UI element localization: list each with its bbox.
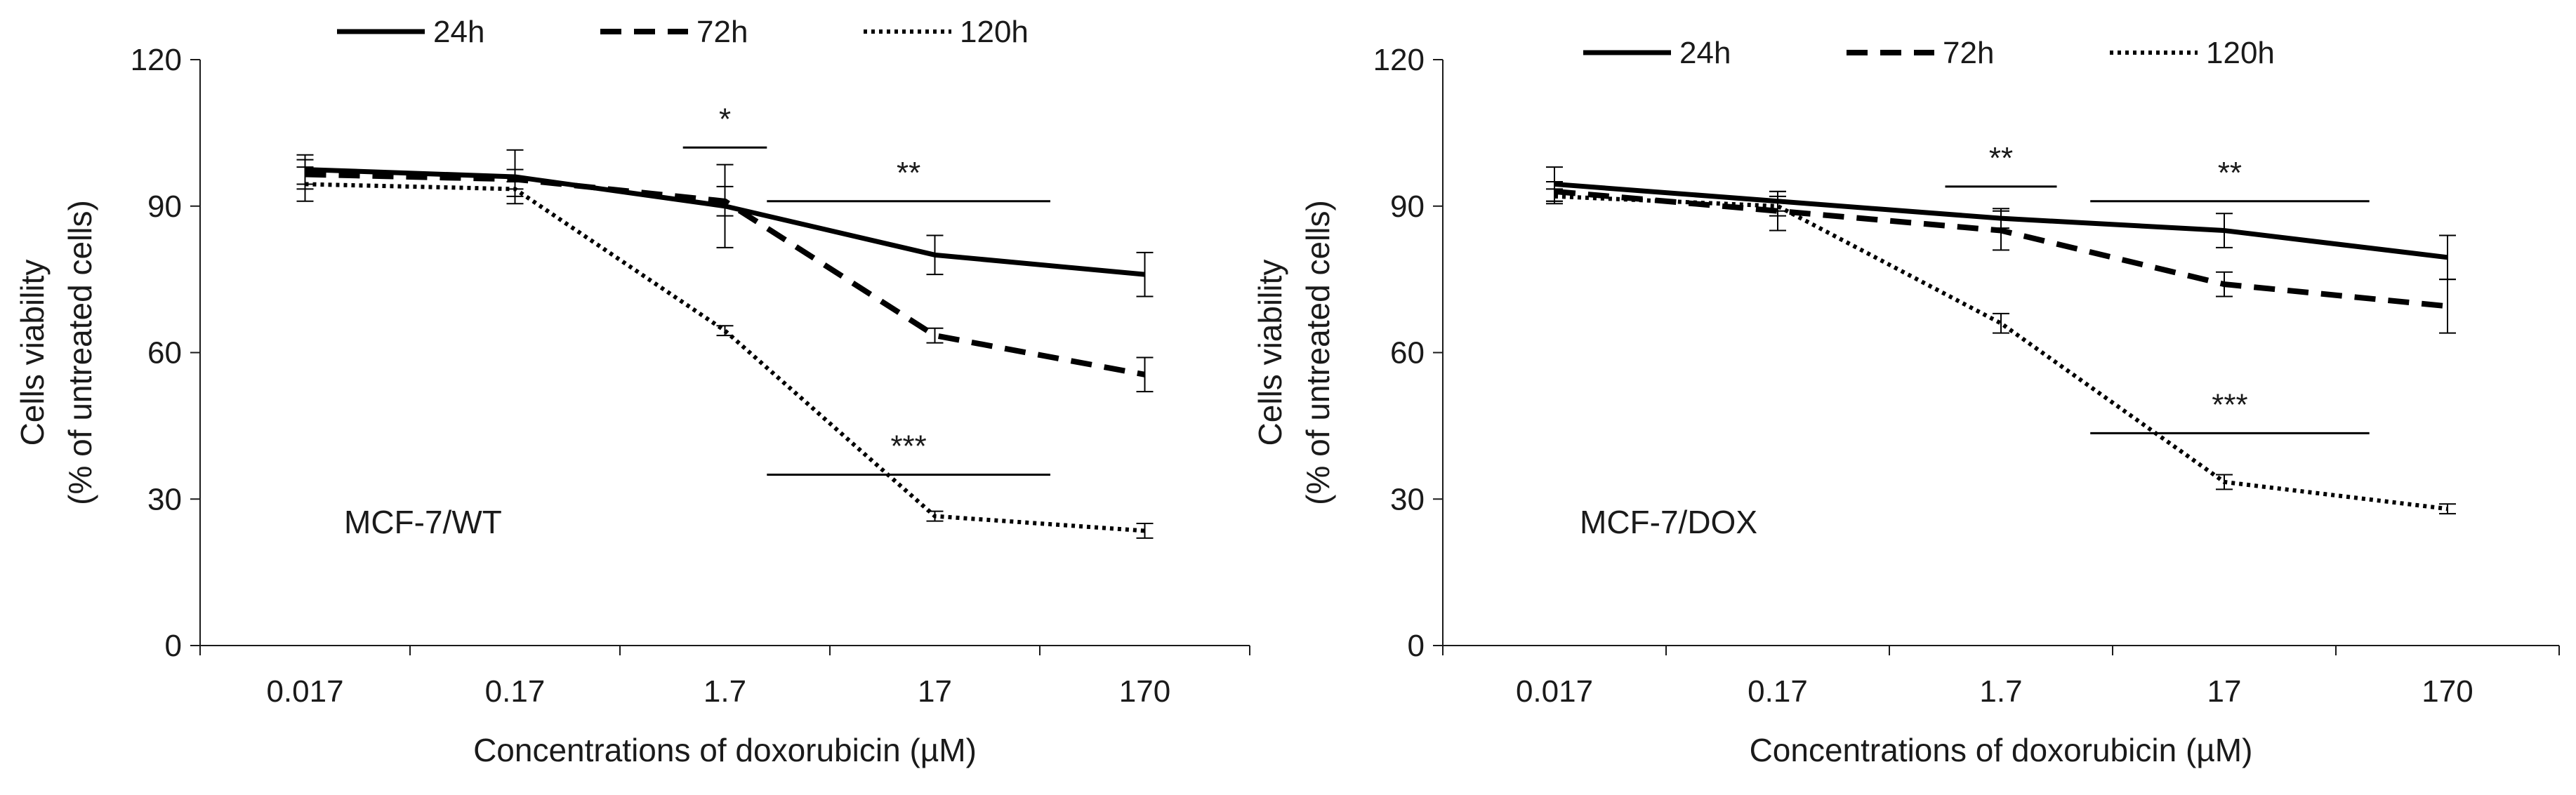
y-tick-label: 0 [165, 629, 182, 663]
x-axis-title: Concentrations of doxorubicin (µM) [473, 732, 977, 768]
y-tick-label: 30 [1390, 482, 1425, 516]
series-line-120h [305, 182, 1145, 533]
significance-label: *** [890, 429, 926, 463]
y-axis-title-line2: (% of untreated cells) [62, 200, 98, 505]
significance-label: * [719, 102, 731, 136]
legend-label: 24h [433, 15, 484, 49]
y-tick-label: 30 [147, 482, 182, 516]
x-tick-label: 0.17 [485, 674, 546, 709]
series-line-120h [1554, 194, 2448, 512]
x-tick-label: 170 [1119, 674, 1170, 709]
x-tick-label: 0.17 [1748, 674, 1808, 709]
panel-label: MCF-7/WT [344, 504, 502, 540]
y-tick-label: 0 [1408, 629, 1425, 663]
x-tick-label: 1.7 [1979, 674, 2022, 709]
x-axis-title: Concentrations of doxorubicin (µM) [1750, 732, 2253, 768]
legend-label: 120h [960, 15, 1029, 49]
y-tick-label: 90 [147, 189, 182, 224]
x-tick-label: 0.017 [1516, 674, 1593, 709]
y-tick-label: 120 [1373, 43, 1425, 77]
panel-label: MCF-7/DOX [1580, 504, 1757, 540]
x-tick-label: 0.017 [266, 674, 343, 709]
legend-label: 24h [1679, 36, 1731, 70]
y-tick-label: 90 [1390, 189, 1425, 224]
x-tick-label: 17 [2207, 674, 2242, 709]
significance-label: *** [2212, 387, 2247, 422]
legend-label: 120h [2206, 36, 2275, 70]
y-tick-label: 120 [131, 43, 182, 77]
significance-label: ** [897, 156, 920, 190]
legend-label: 72h [696, 15, 748, 49]
significance-label: ** [2218, 156, 2242, 190]
significance-label: ** [1989, 141, 2013, 175]
x-tick-label: 17 [918, 674, 952, 709]
y-axis-title-line1: Cells viability [1252, 260, 1288, 446]
y-tick-label: 60 [1390, 336, 1425, 370]
chart-panel-0: 0 30 60 90 120 0.017 0.17 1.7 17 170 Concentration… [14, 15, 1250, 768]
legend-label: 72h [1943, 36, 1994, 70]
y-tick-label: 60 [147, 336, 182, 370]
y-axis-title-line1: Cells viability [14, 260, 51, 446]
chart-panel-1: 0 30 60 90 120 0.017 0.17 1.7 17 170 Concentration… [1252, 36, 2560, 768]
x-tick-label: 170 [2422, 674, 2473, 709]
y-axis-title-line2: (% of untreated cells) [1300, 200, 1336, 505]
x-tick-label: 1.7 [704, 674, 746, 709]
